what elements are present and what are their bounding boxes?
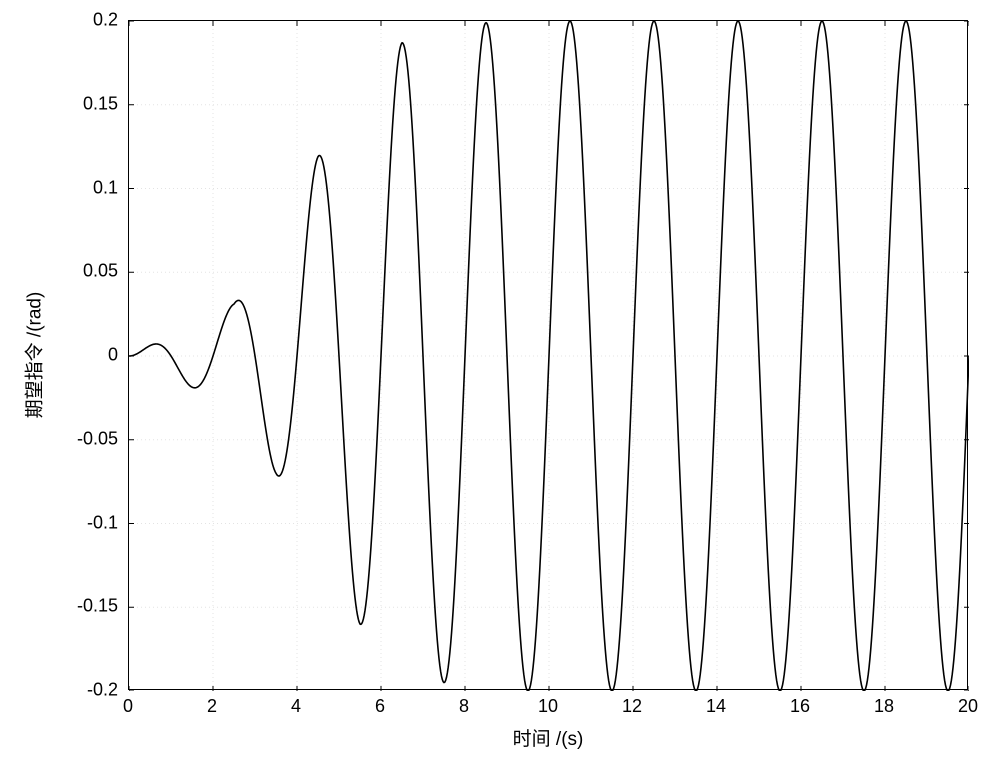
x-tick-label: 4: [291, 696, 301, 717]
y-tick-label: -0.05: [63, 428, 118, 449]
y-tick-label: 0.1: [63, 177, 118, 198]
x-tick-label: 12: [622, 696, 642, 717]
figure: 时间 /(s) 期望指令 /(rad) 0 2 4 6 8 10 12 14 16 18 20 -0…: [0, 0, 1000, 774]
y-tick-label: -0.1: [63, 512, 118, 533]
y-tick-label: 0.2: [63, 10, 118, 31]
y-tick-label: -0.15: [63, 596, 118, 617]
x-tick-label: 18: [874, 696, 894, 717]
x-tick-label: 16: [790, 696, 810, 717]
x-axis-label: 时间 /(s): [513, 724, 584, 751]
y-axis-label: 期望指令 /(rad): [20, 292, 47, 419]
x-tick-label: 6: [375, 696, 385, 717]
y-tick-label: 0.15: [63, 93, 118, 114]
x-tick-label: 20: [958, 696, 978, 717]
x-tick-label: 14: [706, 696, 726, 717]
plot-svg: [129, 21, 969, 691]
x-tick-label: 10: [538, 696, 558, 717]
y-tick-label: -0.2: [63, 680, 118, 701]
plot-area: [128, 20, 968, 690]
y-tick-label: 0.05: [63, 261, 118, 282]
x-tick-label: 8: [459, 696, 469, 717]
y-tick-label: 0: [63, 345, 118, 366]
x-tick-label: 2: [207, 696, 217, 717]
x-tick-label: 0: [123, 696, 133, 717]
